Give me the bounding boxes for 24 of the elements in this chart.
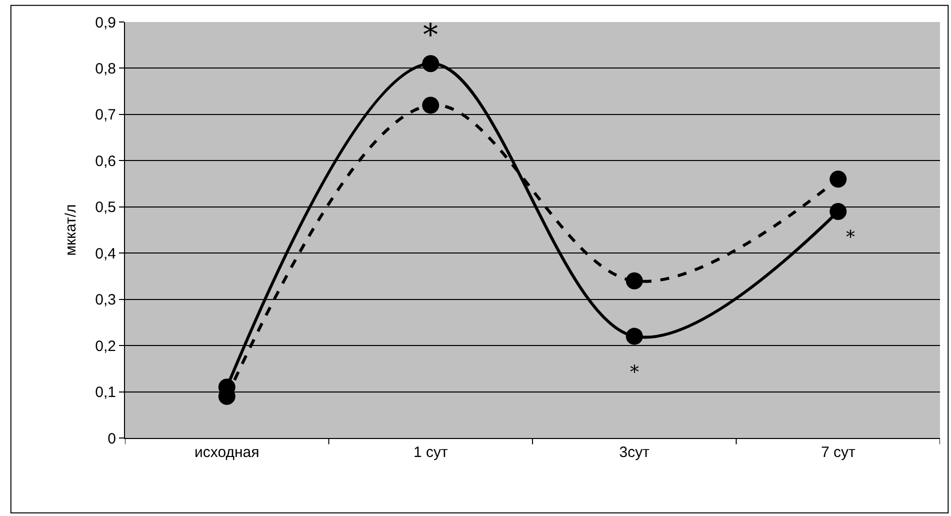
y-tick-label: 0,2 (95, 338, 116, 355)
y-tick-label: 0,9 (95, 14, 116, 32)
point (830, 203, 847, 220)
y-tick-label: 0,5 (95, 199, 116, 216)
y-tick-label: 0,3 (95, 292, 116, 309)
y-axis-title: мккат/л (62, 204, 80, 256)
y-tick-label: 0,1 (95, 384, 116, 402)
point (422, 96, 440, 114)
point (626, 272, 643, 290)
annotation: * (423, 18, 438, 53)
y-tick-label: 0,8 (95, 60, 116, 78)
y-tick-label: 0,7 (95, 106, 116, 124)
y-tick-label: 0 (108, 430, 116, 448)
point (626, 328, 643, 345)
annotation: * (630, 362, 639, 383)
y-tick-label: 0,6 (95, 152, 116, 170)
x-tick-label: 1 сут (413, 444, 448, 461)
point (830, 170, 847, 188)
x-tick-label: исходная (194, 444, 260, 461)
y-tick-label: 0,4 (95, 245, 116, 262)
x-tick-label: 3сут (619, 444, 650, 461)
point (422, 55, 440, 72)
annotation: * (846, 227, 855, 248)
x-tick-label: 7 сут (820, 444, 856, 461)
